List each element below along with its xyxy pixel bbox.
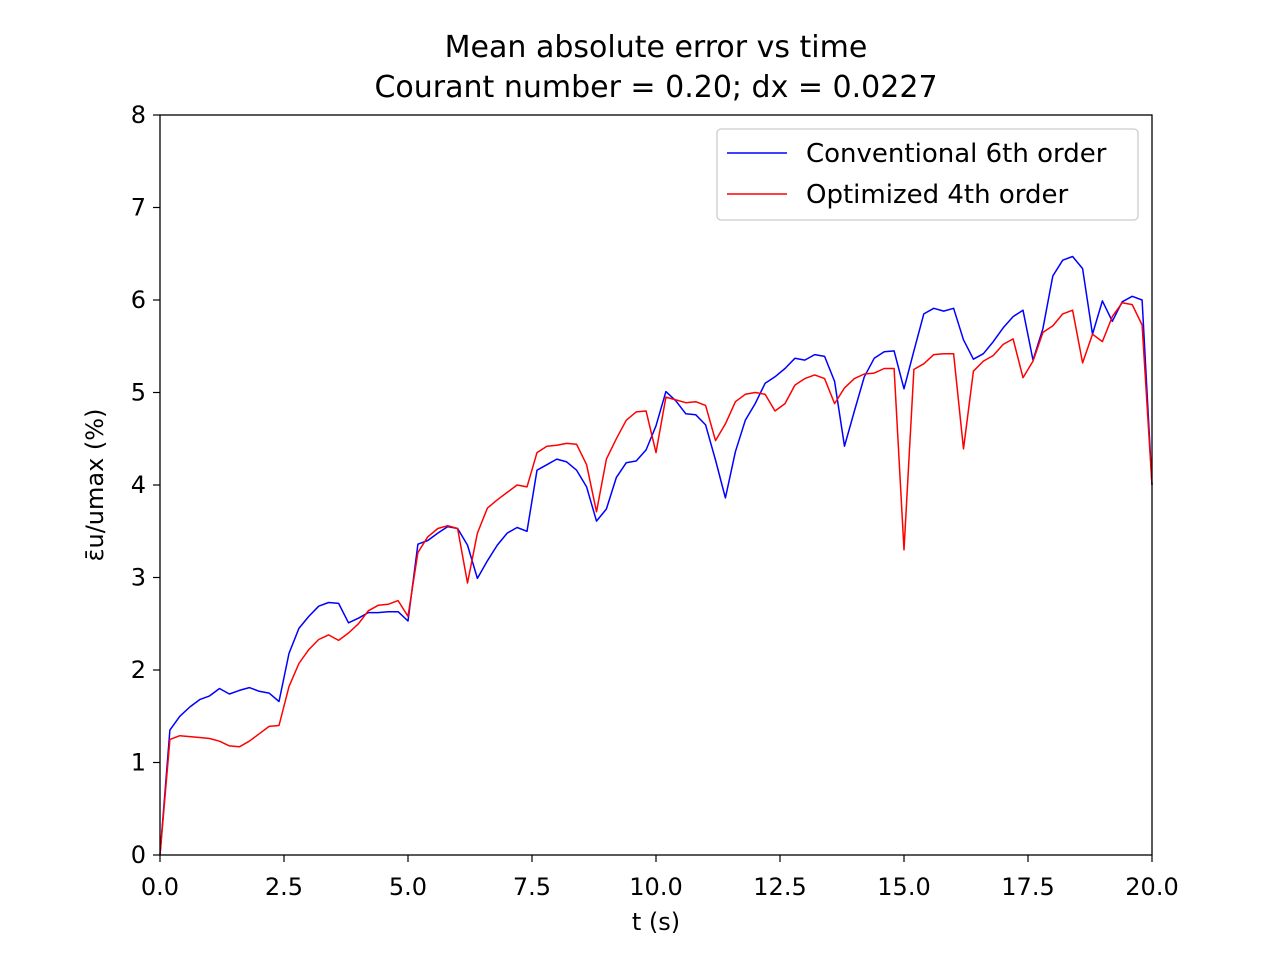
x-axis-label: t (s) — [631, 908, 681, 936]
y-axis: 0 1 2 3 4 5 6 7 8 — [131, 101, 160, 869]
x-tick-label: 15.0 — [877, 873, 930, 901]
x-tick-label: 12.5 — [753, 873, 806, 901]
y-tick-label: 4 — [131, 471, 146, 499]
y-tick-label: 5 — [131, 379, 146, 407]
series-line-1 — [159, 255, 1153, 856]
y-tick-label: 2 — [131, 656, 146, 684]
legend-label-1: Conventional 6th order — [806, 139, 1107, 169]
y-tick-label: 3 — [131, 564, 146, 592]
y-tick-label: 0 — [131, 841, 146, 869]
x-tick-label: 17.5 — [1001, 873, 1054, 901]
x-axis: 0.0 2.5 5.0 7.5 10.0 12.5 15.0 17.5 20.0 — [141, 855, 1179, 901]
y-tick-label: 8 — [131, 101, 146, 129]
plot-frame — [159, 114, 1153, 856]
x-tick-label: 10.0 — [629, 873, 682, 901]
y-tick-label: 1 — [131, 749, 146, 777]
x-tick-label: 5.0 — [389, 873, 427, 901]
y-axis-label-text: ε̄u/umax (%) — [81, 408, 109, 562]
y-tick-label: 6 — [131, 286, 146, 314]
series-layer — [159, 255, 1153, 856]
chart-title: Mean absolute error vs time — [444, 30, 868, 65]
legend-box — [716, 128, 1139, 221]
y-tick-label: 7 — [131, 194, 146, 222]
x-tick-label: 0.0 — [141, 873, 179, 901]
legend-label-2: Optimized 4th order — [806, 180, 1068, 210]
series-line-2 — [159, 302, 1153, 856]
x-tick-label: 2.5 — [265, 873, 303, 901]
x-tick-label: 20.0 — [1125, 873, 1178, 901]
y-axis-label: ε̄u/umax (%) — [81, 409, 109, 562]
legend: Conventional 6th order Optimized 4th orde… — [716, 128, 1139, 221]
x-tick-label: 7.5 — [513, 873, 551, 901]
chart-subtitle: Courant number = 0.20; dx = 0.0227 — [374, 70, 938, 105]
